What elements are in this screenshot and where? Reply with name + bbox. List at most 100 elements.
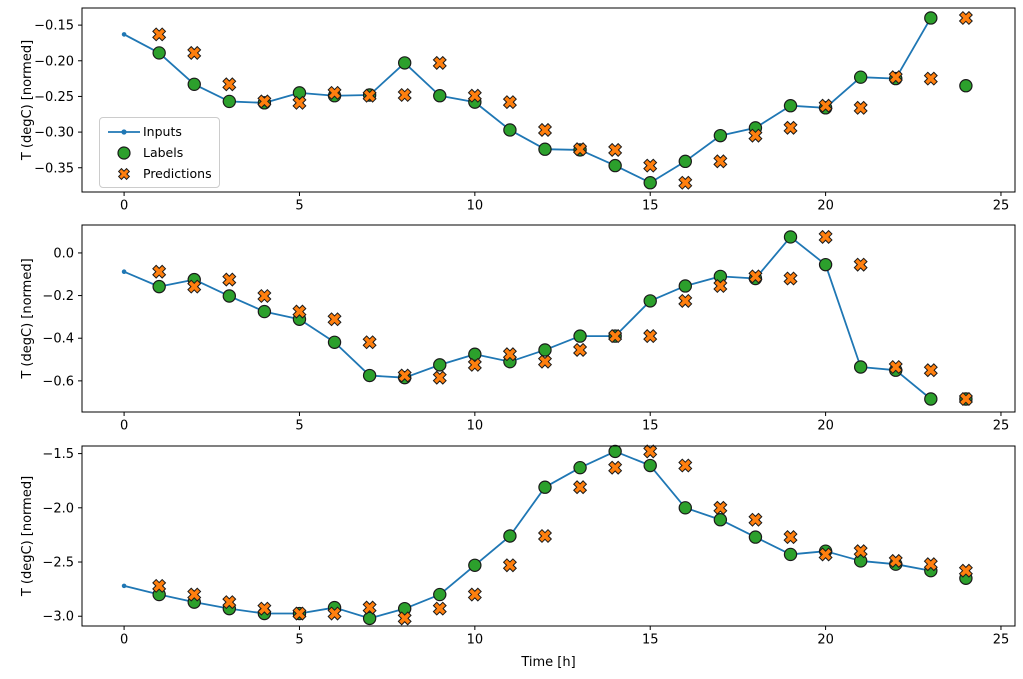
input-dot-marker (121, 583, 127, 589)
prediction-x-marker (432, 370, 447, 385)
prediction-x-marker (327, 85, 342, 100)
prediction-x-marker (292, 304, 307, 319)
y-tick-label: −0.2 (42, 289, 74, 304)
label-circle-marker (748, 530, 763, 544)
prediction-x-marker (362, 88, 377, 103)
prediction-x-marker (152, 264, 167, 279)
prediction-x-marker (748, 128, 763, 143)
prediction-x-marker (888, 70, 903, 85)
label-circle-marker (222, 94, 237, 109)
label-circle-marker (573, 460, 587, 475)
label-circle-marker (678, 501, 692, 515)
prediction-x-marker (362, 600, 377, 615)
prediction-x-marker (783, 271, 798, 286)
x-tick-label: 0 (120, 199, 128, 214)
series-predictions (152, 10, 973, 190)
prediction-x-marker (678, 175, 693, 190)
label-circle-marker (608, 158, 622, 173)
inputs-line (123, 236, 932, 400)
y-tick-label: −0.4 (42, 332, 74, 347)
label-circle-marker (853, 360, 868, 374)
prediction-x-marker (818, 98, 833, 113)
prediction-x-marker (502, 558, 517, 573)
label-circle-marker (608, 444, 622, 459)
label-circle-marker (433, 358, 447, 372)
axes-frame (81, 224, 1016, 413)
subplot-3: 0 5 10 15 20 25 −1.5 −2.0 −2.5 −3.0 T (degC) [norm… (20, 444, 1016, 670)
prediction-x-marker (397, 611, 412, 626)
x-tick-label: 15 (642, 633, 659, 648)
legend-item-inputs: Inputs (105, 121, 211, 142)
label-circle-marker (538, 480, 552, 494)
legend-label-labels: Labels (143, 145, 184, 160)
prediction-x-marker (362, 335, 377, 350)
legend-item-predictions: Predictions (105, 163, 212, 184)
label-circle-marker (924, 11, 938, 25)
prediction-x-marker (923, 363, 938, 378)
prediction-x-marker (432, 601, 447, 616)
label-circle-marker (678, 154, 692, 169)
label-circle-marker (257, 304, 272, 319)
prediction-x-marker (222, 272, 237, 287)
label-circle-marker (327, 335, 342, 349)
x-tick-label: 5 (295, 419, 303, 434)
prediction-x-marker (643, 444, 658, 459)
prediction-x-marker (888, 553, 903, 568)
y-tick-label: −3.0 (42, 610, 74, 625)
y-tick-label: −2.0 (42, 501, 74, 516)
prediction-x-marker (748, 269, 763, 284)
x-tick-label: 10 (467, 633, 484, 648)
prediction-x-marker (187, 587, 202, 602)
label-circle-marker (643, 176, 657, 190)
x-tick-label: 10 (467, 419, 484, 434)
prediction-x-marker (502, 95, 517, 110)
inputs-line (123, 450, 931, 620)
input-dot-marker (121, 32, 127, 37)
x-axis-label: Time [h] (520, 655, 575, 670)
prediction-x-marker (187, 45, 202, 60)
label-circle-marker (187, 77, 201, 92)
prediction-x-marker (292, 95, 307, 110)
prediction-x-marker (643, 329, 658, 344)
inputs-line-icon (105, 125, 143, 139)
x-tick-label: 20 (817, 633, 834, 648)
prediction-x-marker (327, 606, 342, 621)
inputs-line (123, 17, 932, 184)
prediction-x-marker (678, 458, 693, 473)
label-circle-marker (713, 128, 728, 143)
prediction-x-marker (573, 480, 588, 495)
y-tick-label: −0.15 (34, 19, 74, 34)
x-tick-label: 0 (120, 419, 128, 434)
label-circle-marker (468, 347, 482, 361)
prediction-x-marker (713, 154, 728, 169)
x-tick-label: 5 (295, 633, 303, 648)
x-tick-label: 10 (467, 199, 484, 214)
prediction-x-marker (713, 500, 728, 515)
x-tick-label: 0 (120, 633, 128, 648)
series-predictions (152, 229, 973, 407)
label-circle-marker (538, 142, 552, 156)
label-circle-marker (503, 123, 517, 137)
label-circle-marker (152, 279, 166, 294)
prediction-x-marker (608, 460, 623, 475)
label-circle-marker (713, 513, 728, 527)
prediction-x-marker (222, 595, 237, 610)
label-circle-marker (924, 392, 938, 406)
label-circle-marker (783, 547, 798, 562)
label-circle-marker (853, 70, 868, 84)
y-tick-label: −2.5 (42, 556, 74, 571)
prediction-x-marker (537, 354, 553, 369)
prediction-x-marker (923, 71, 938, 86)
label-circle-marker (643, 458, 657, 473)
prediction-x-marker (818, 229, 833, 244)
label-circle-marker (362, 368, 377, 383)
prediction-x-marker (432, 55, 447, 70)
label-circle-marker (783, 230, 798, 244)
series-inputs (121, 15, 934, 186)
prediction-x-marker (958, 391, 973, 407)
label-circle-marker (538, 343, 552, 357)
predictions-x-icon (105, 166, 143, 182)
legend: Inputs Labels Predictions (99, 117, 220, 188)
prediction-x-marker (573, 142, 588, 157)
prediction-x-marker (152, 27, 167, 42)
